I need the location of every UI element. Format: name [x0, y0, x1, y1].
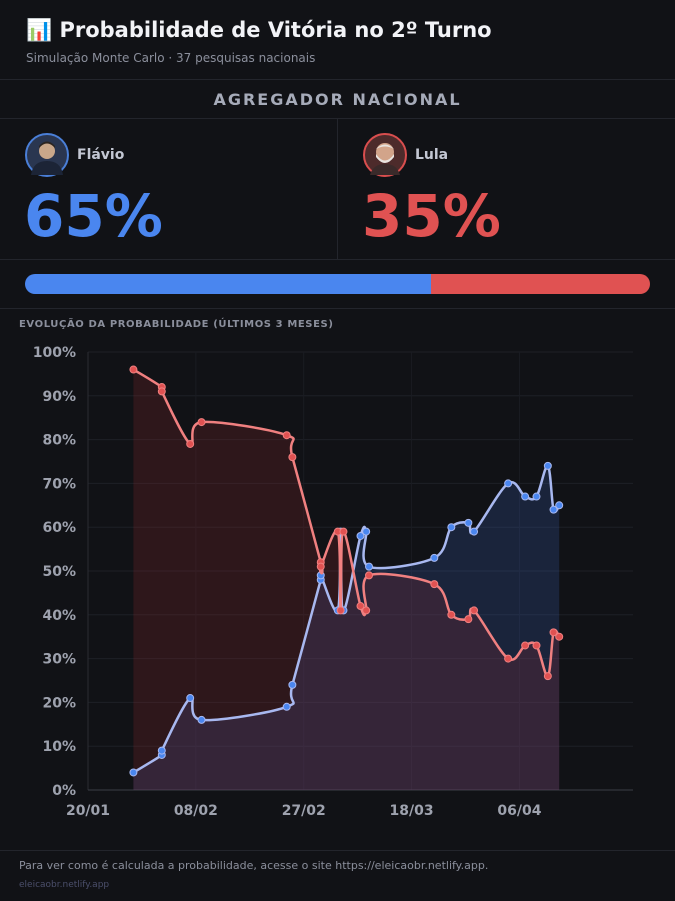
data-point-lula: [362, 606, 371, 615]
data-point-flávio: [282, 702, 291, 711]
page-title-text: Probabilidade de Vitória no 2º Turno: [59, 18, 492, 42]
x-tick-label: 20/01: [66, 803, 110, 819]
candidate-name-flavio: Flávio: [77, 147, 125, 163]
data-point-flávio: [362, 527, 371, 536]
data-point-lula: [365, 571, 374, 580]
series-area-lula: [133, 369, 560, 790]
data-point-flávio: [157, 746, 166, 755]
footer-site: eleicaobr.netlify.app: [19, 880, 110, 890]
footer: Para ver como é calculada a probabilidad…: [0, 850, 675, 901]
data-point-lula: [316, 562, 325, 571]
data-point-flávio: [521, 492, 530, 501]
probability-chart: 0% 10% 20% 30% 40% 50% 60% 70% 80% 90% 100% 20/01 08…: [33, 345, 633, 819]
footer-note: Para ver como é calculada a probabilidad…: [19, 859, 489, 872]
share-bar-lula: [431, 274, 650, 294]
data-point-lula: [157, 387, 166, 396]
data-point-lula: [549, 628, 558, 637]
data-point-lula: [447, 610, 456, 619]
candidate-pct-lula: 35%: [362, 182, 501, 250]
y-tick-label: 70%: [42, 476, 76, 492]
data-point-lula: [282, 431, 291, 440]
avatar-lula: [363, 133, 407, 177]
data-point-lula: [504, 654, 513, 663]
person-icon: [31, 141, 63, 175]
data-point-flávio: [532, 492, 541, 501]
share-bar-section: [0, 260, 675, 309]
candidate-pct-flavio: 65%: [24, 182, 163, 250]
share-bar-flavio: [25, 274, 432, 294]
aggregator-label: AGREGADOR NACIONAL: [0, 80, 675, 119]
y-tick-label: 30%: [42, 652, 76, 668]
data-point-flávio: [447, 523, 456, 532]
data-point-flávio: [186, 694, 195, 703]
data-point-lula: [464, 615, 473, 624]
data-point-flávio: [365, 562, 374, 571]
x-tick-label: 08/02: [174, 803, 218, 819]
data-point-flávio: [543, 461, 552, 470]
data-point-flávio: [464, 518, 473, 527]
data-point-lula: [470, 606, 479, 615]
data-point-flávio: [288, 680, 297, 689]
y-tick-label: 60%: [42, 520, 76, 536]
candidate-name-lula: Lula: [415, 147, 449, 163]
person-icon: [370, 143, 400, 175]
data-point-lula: [336, 606, 345, 615]
data-point-flávio: [197, 715, 206, 724]
data-point-flávio: [504, 479, 513, 488]
page-title: 📊 Probabilidade de Vitória no 2º Turno: [26, 18, 492, 43]
data-point-lula: [339, 527, 348, 536]
candidate-card-flavio: Flávio 65%: [0, 119, 338, 259]
data-point-lula: [186, 439, 195, 448]
avatar-flavio: [25, 133, 69, 177]
data-point-lula: [356, 602, 365, 611]
y-tick-label: 10%: [42, 739, 76, 755]
y-tick-label: 80%: [42, 433, 76, 449]
data-point-lula: [430, 580, 439, 589]
candidates-panel: Flávio 65% Lula 35%: [0, 119, 675, 260]
data-point-flávio: [430, 553, 439, 562]
data-point-flávio: [356, 531, 365, 540]
data-point-lula: [543, 672, 552, 681]
data-point-flávio: [555, 501, 564, 510]
y-tick-label: 90%: [42, 389, 76, 405]
data-point-lula: [197, 418, 206, 427]
data-point-lula: [555, 632, 564, 641]
data-point-flávio: [129, 768, 138, 777]
data-point-flávio: [470, 527, 479, 536]
candidate-card-lula: Lula 35%: [338, 119, 675, 259]
x-tick-label: 27/02: [282, 803, 326, 819]
chart-icon: 📊: [26, 18, 53, 42]
data-point-lula: [288, 453, 297, 462]
chart-section-label: EVOLUÇÃO DA PROBABILIDADE (ÚLTIMOS 3 MES…: [19, 319, 334, 330]
y-tick-label: 20%: [42, 695, 76, 711]
x-tick-label: 18/03: [390, 803, 434, 819]
y-tick-label: 50%: [42, 564, 76, 580]
y-tick-label: 100%: [33, 345, 76, 361]
y-tick-label: 40%: [42, 608, 76, 624]
data-point-flávio: [549, 505, 558, 514]
x-tick-label: 06/04: [497, 803, 541, 819]
data-point-lula: [521, 641, 530, 650]
series-area-flávio: [133, 465, 560, 790]
share-bar: [25, 274, 650, 294]
data-point-lula: [532, 641, 541, 650]
data-point-lula: [129, 365, 138, 374]
y-tick-label: 0%: [52, 783, 76, 799]
page-subtitle: Simulação Monte Carlo · 37 pesquisas nac…: [26, 51, 316, 65]
header: 📊 Probabilidade de Vitória no 2º Turno S…: [0, 0, 675, 80]
